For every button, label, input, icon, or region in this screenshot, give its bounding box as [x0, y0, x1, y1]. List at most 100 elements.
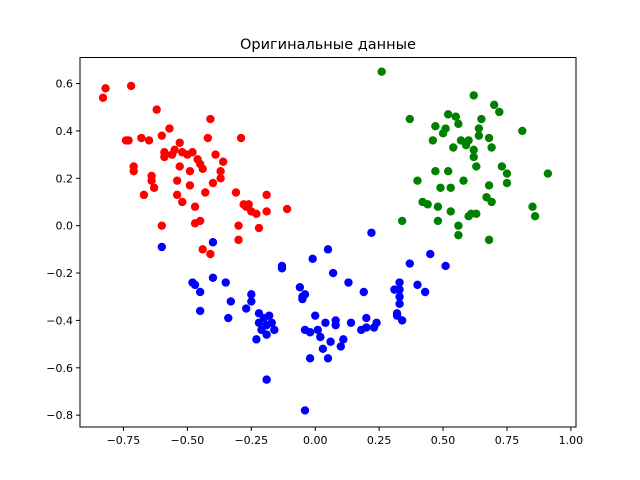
data-point	[372, 318, 381, 327]
data-point	[459, 176, 468, 185]
data-point	[469, 91, 478, 100]
y-tick-label: 0.0	[56, 220, 74, 233]
data-point	[323, 245, 333, 254]
data-point	[431, 166, 440, 176]
data-point	[413, 280, 422, 290]
data-point	[449, 143, 458, 152]
data-point	[172, 190, 182, 200]
data-point	[262, 207, 271, 216]
data-point	[305, 328, 315, 337]
x-tick-label: 0.00	[303, 434, 328, 447]
data-point	[208, 238, 218, 247]
data-point	[487, 197, 496, 207]
data-point	[454, 230, 463, 240]
data-point	[201, 188, 210, 197]
data-point	[423, 200, 432, 209]
data-point	[395, 292, 404, 301]
data-point	[226, 297, 236, 306]
data-point	[395, 299, 404, 309]
data-point	[160, 152, 169, 162]
data-point	[198, 164, 207, 174]
y-tick-label: 0.2	[56, 172, 74, 185]
data-point	[262, 375, 271, 384]
x-tick-label: 0.50	[431, 434, 456, 447]
data-point	[313, 325, 322, 335]
data-point	[170, 145, 179, 155]
x-tick-label: 0.75	[495, 434, 520, 447]
y-axis: −0.8 −0.6 −0.4 −0.2 0.0 0.2 0.4 0.6	[46, 78, 80, 422]
data-point	[101, 84, 110, 93]
data-point	[190, 280, 200, 290]
data-point	[318, 344, 328, 354]
data-point	[451, 112, 461, 121]
data-point	[495, 107, 504, 117]
data-point	[252, 209, 261, 219]
data-point	[234, 235, 243, 245]
data-point	[323, 354, 333, 363]
data-point	[395, 278, 404, 287]
data-point	[413, 176, 422, 185]
data-point	[195, 306, 205, 316]
data-point	[487, 143, 496, 152]
data-point	[474, 124, 484, 133]
data-point	[126, 81, 136, 91]
data-point	[469, 152, 478, 162]
axes-frame	[79, 57, 577, 428]
data-point	[185, 166, 195, 176]
data-point	[472, 162, 481, 171]
data-point	[346, 318, 356, 327]
data-point	[528, 202, 537, 211]
y-tick-label: −0.8	[46, 409, 73, 422]
data-point	[464, 136, 473, 145]
data-point	[543, 169, 553, 178]
data-point	[121, 136, 131, 145]
data-point	[436, 183, 445, 192]
data-point	[362, 323, 371, 332]
data-point	[454, 221, 463, 230]
data-point	[311, 311, 320, 320]
data-point	[224, 313, 233, 323]
data-point	[144, 136, 154, 145]
y-tick-label: −0.4	[46, 314, 73, 327]
y-tick-label: 0.6	[56, 78, 74, 91]
data-point	[198, 245, 207, 254]
data-point	[216, 174, 225, 183]
data-point	[405, 259, 415, 268]
data-point	[367, 228, 376, 237]
data-point	[221, 278, 230, 287]
data-point	[252, 335, 261, 344]
data-point	[377, 67, 386, 76]
data-point	[321, 318, 330, 327]
data-point	[308, 254, 317, 264]
data-point	[147, 176, 156, 185]
data-point	[206, 114, 215, 124]
data-point	[446, 207, 455, 216]
data-point	[185, 181, 195, 190]
data-point	[157, 242, 167, 252]
data-point	[262, 330, 271, 339]
y-tick-label: 0.4	[56, 125, 74, 138]
data-point	[231, 188, 241, 197]
data-point	[530, 212, 540, 221]
x-tick-label: −0.25	[234, 434, 268, 447]
x-axis: −0.75 −0.50 −0.25 0.00 0.25 0.50 0.75 1.00	[107, 427, 583, 447]
data-point	[247, 290, 256, 299]
data-point	[420, 287, 430, 297]
data-point	[431, 121, 440, 131]
data-point	[362, 313, 371, 323]
data-point	[433, 216, 443, 226]
data-point	[397, 216, 407, 226]
data-point	[152, 105, 161, 114]
data-point	[208, 273, 218, 282]
data-point	[129, 166, 138, 176]
data-point	[282, 204, 292, 214]
data-point	[211, 150, 220, 159]
data-point	[175, 162, 184, 171]
data-point	[454, 119, 463, 129]
data-point	[295, 283, 305, 292]
data-point	[208, 178, 218, 188]
data-point	[270, 325, 279, 335]
data-point	[497, 162, 507, 171]
data-point	[484, 133, 494, 143]
data-point	[472, 209, 481, 219]
